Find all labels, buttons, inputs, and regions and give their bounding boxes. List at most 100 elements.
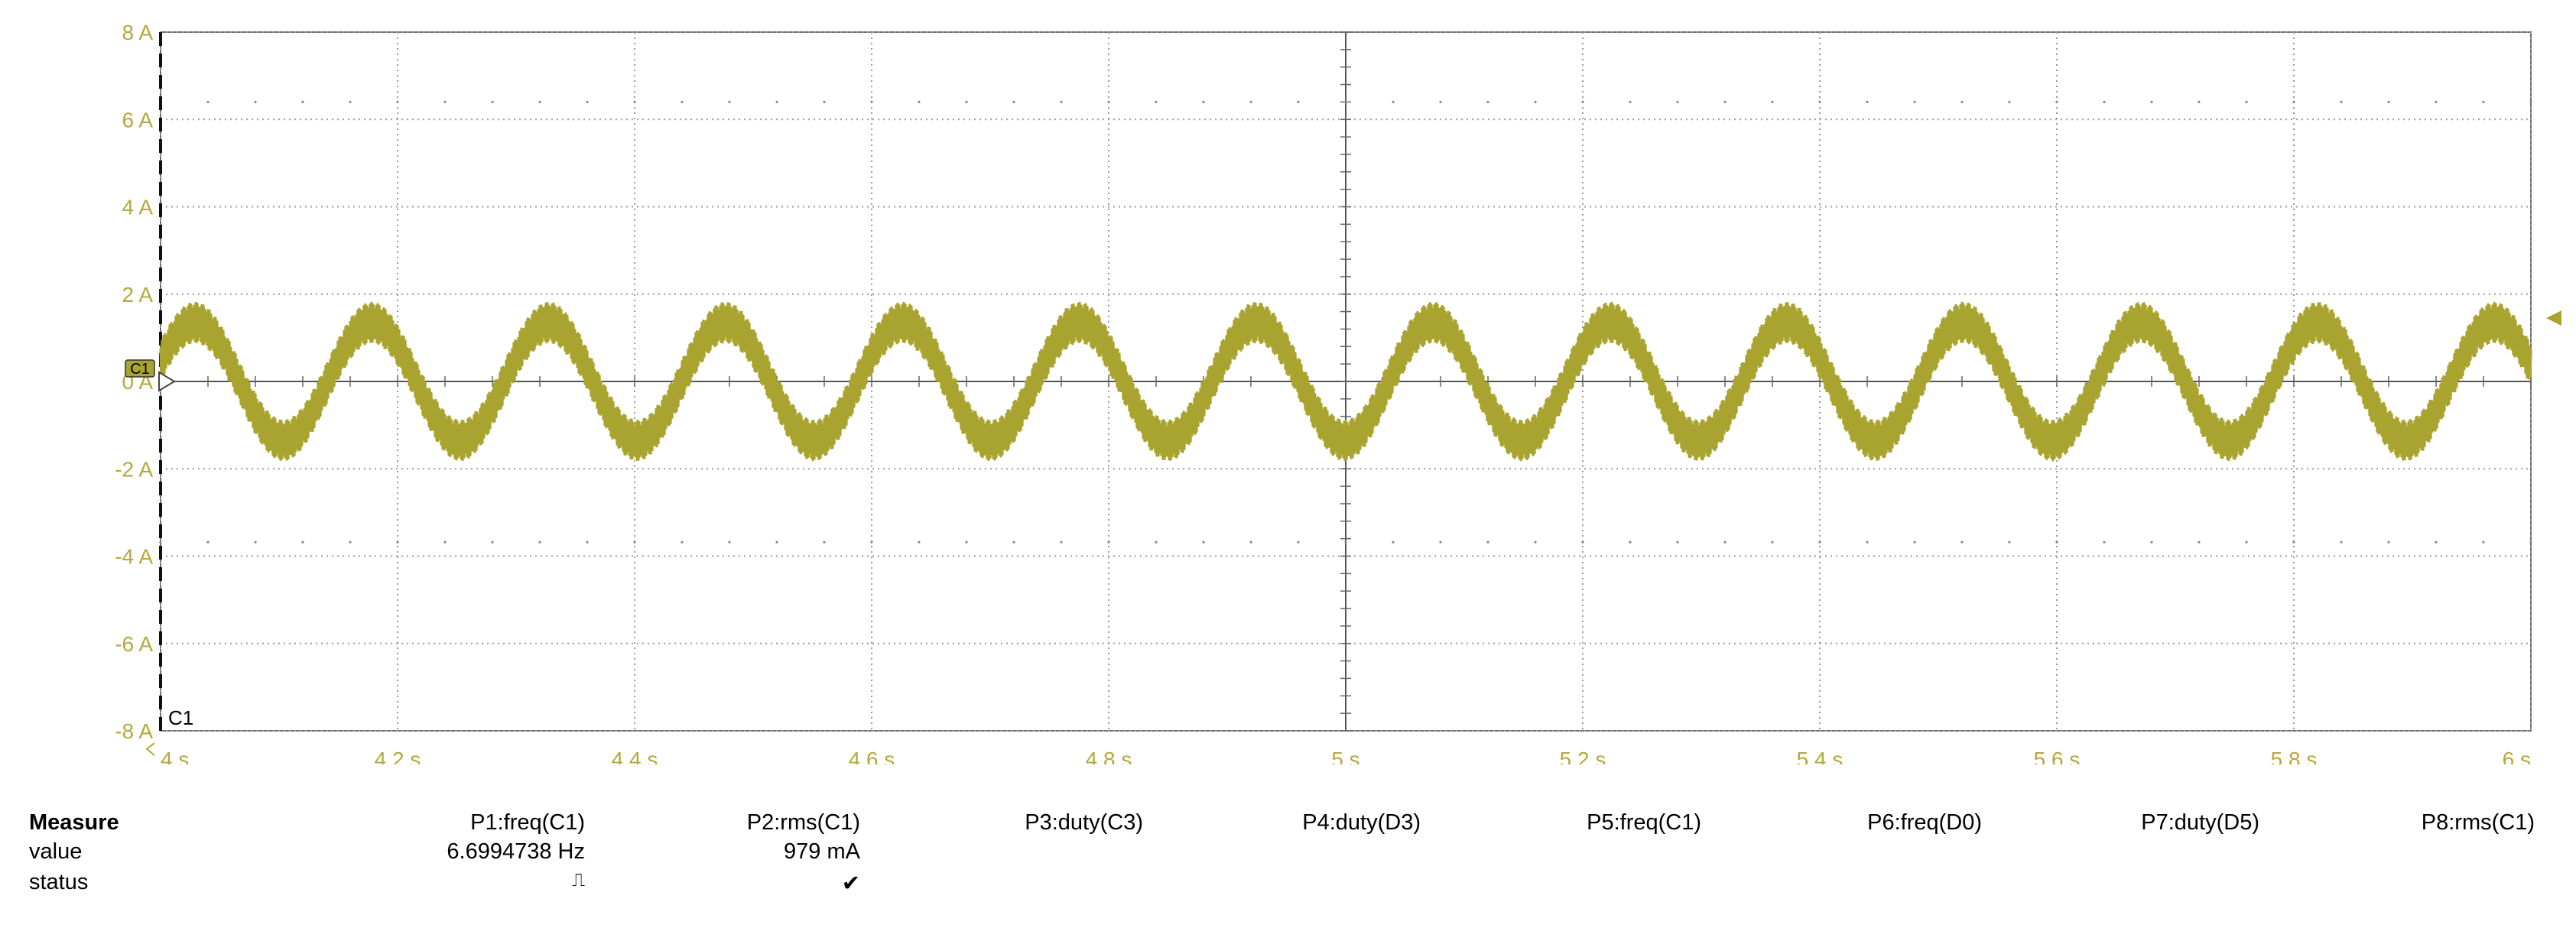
grid-dot-row	[301, 100, 304, 103]
grid-dot-row	[633, 540, 636, 544]
grid-dot-row	[2198, 540, 2201, 544]
y-tick-label: 6 A	[122, 108, 154, 131]
grid-dot-row	[1486, 540, 1489, 544]
measure-header-p8[interactable]: P8:rms(C1)	[2421, 810, 2535, 835]
grid-dot-row	[1155, 540, 1158, 544]
measure-header-p5[interactable]: P5:freq(C1)	[1587, 810, 1701, 835]
y-tick-label: 8 A	[122, 21, 154, 44]
grid-dot-row	[823, 540, 826, 544]
measure-header-p6[interactable]: P6:freq(D0)	[1867, 810, 1982, 835]
measure-status-row: status ⎍ ✔	[0, 870, 2576, 900]
measure-header-row: Measure P1:freq(C1) P2:rms(C1) P3:duty(C…	[0, 810, 2576, 841]
grid-dot-row	[2292, 540, 2295, 544]
grid-dot-row	[1581, 540, 1584, 544]
grid-dot-row	[443, 540, 447, 544]
grid-dot-row	[1439, 540, 1442, 544]
measure-header-p4[interactable]: P4:duty(D3)	[1302, 810, 1421, 835]
grid-dot-row	[1534, 540, 1537, 544]
x-tick-label: 4.2 s	[375, 748, 421, 764]
grid-dot-row	[1629, 540, 1632, 544]
grid-dot-row	[2245, 540, 2248, 544]
grid-dot-row	[1012, 540, 1015, 544]
grid-dot-row	[396, 540, 399, 544]
grid-dot-row	[681, 100, 684, 103]
grid-dot-row	[728, 100, 731, 103]
grid-dot-row	[1581, 100, 1584, 103]
grid-dot-row	[349, 100, 352, 103]
grid-dot-row	[1107, 100, 1110, 103]
channel-marker-label: C1	[130, 361, 150, 378]
x-tick-label: 6 s	[2503, 748, 2531, 764]
measure-table: Measure P1:freq(C1) P2:rms(C1) P3:duty(C…	[0, 803, 2576, 917]
grid-dot-row	[586, 540, 589, 544]
y-tick-label: -2 A	[115, 457, 153, 481]
grid-dot-row	[1486, 100, 1489, 103]
measure-value-p2: 979 mA	[784, 839, 860, 864]
grid-dot-row	[2387, 100, 2390, 103]
grid-dot-row	[2482, 100, 2485, 103]
measure-header-p1[interactable]: P1:freq(C1)	[470, 810, 585, 835]
grid-dot-row	[1249, 540, 1252, 544]
grid-dot-row	[2008, 540, 2011, 544]
grid-dot-row	[349, 540, 352, 544]
left-scroll-arrow-icon[interactable]	[145, 742, 155, 756]
trace-c1	[159, 301, 2532, 462]
grid-dot-row	[2150, 100, 2153, 103]
grid-dot-row	[2103, 540, 2106, 544]
measure-value-label: value	[29, 839, 83, 864]
x-tick-label: 4.6 s	[849, 748, 895, 764]
grid-dot-row	[1723, 540, 1727, 544]
measure-status-label: status	[29, 870, 89, 894]
grid	[159, 31, 2532, 732]
grid-dot-row	[1771, 540, 1774, 544]
y-tick-label: -8 A	[115, 719, 153, 743]
grid-dot-row	[1913, 540, 1916, 544]
x-tick-label: 4.8 s	[1086, 748, 1132, 764]
grid-dot-row	[2150, 540, 2153, 544]
y-tick-label: 2 A	[122, 283, 154, 307]
grid-dot-row	[1249, 100, 1252, 103]
grid-dot-row	[2292, 100, 2295, 103]
grid-dot-row	[1866, 100, 1869, 103]
channel-bottom-label: C1	[168, 706, 193, 729]
grid-dot-row	[2008, 100, 2011, 103]
grid-dot-row	[1771, 100, 1774, 103]
grid-dot-row	[870, 100, 873, 103]
grid-dot-row	[1155, 100, 1158, 103]
grid-dot-row	[1818, 540, 1821, 544]
grid-dot-row	[2340, 540, 2343, 544]
grid-dot-row	[2529, 540, 2532, 544]
grid-dot-row	[1439, 100, 1442, 103]
trigger-level-marker-icon	[2546, 310, 2561, 326]
grid-dot-row	[206, 540, 210, 544]
grid-dot-row	[1723, 100, 1727, 103]
grid-dot-row	[1960, 540, 1964, 544]
grid-dot-row	[1676, 540, 1679, 544]
measure-header-p2[interactable]: P2:rms(C1)	[746, 810, 860, 835]
grid-dot-row	[2055, 100, 2058, 103]
zero-pointer-icon	[158, 371, 176, 392]
y-tick-label: 4 A	[122, 196, 154, 219]
grid-dot-row	[728, 540, 731, 544]
grid-dot-row	[2198, 100, 2201, 103]
grid-dot-row	[775, 540, 778, 544]
grid-dot-row	[823, 100, 826, 103]
grid-dot-row	[2529, 100, 2532, 103]
y-tick-label: -4 A	[115, 545, 153, 569]
grid-dot-row	[1297, 540, 1300, 544]
channel-marker-box[interactable]	[125, 359, 155, 378]
measure-header-p3[interactable]: P3:duty(C3)	[1025, 810, 1143, 835]
grid-dot-row	[159, 540, 162, 544]
grid-dot-row	[206, 100, 210, 103]
grid-dot-row	[491, 100, 494, 103]
grid-dot-row	[2103, 100, 2106, 103]
measure-value-row: value 6.6994738 Hz 979 mA	[0, 839, 2576, 870]
grid-dot-row	[1202, 540, 1205, 544]
x-tick-label: 5.2 s	[1560, 748, 1606, 764]
measure-header-p7[interactable]: P7:duty(D5)	[2141, 810, 2259, 835]
grid-dot-row	[2435, 100, 2438, 103]
grid-dot-row	[1344, 540, 1347, 544]
grid-dot-row	[301, 540, 304, 544]
grid-dot-row	[538, 100, 541, 103]
